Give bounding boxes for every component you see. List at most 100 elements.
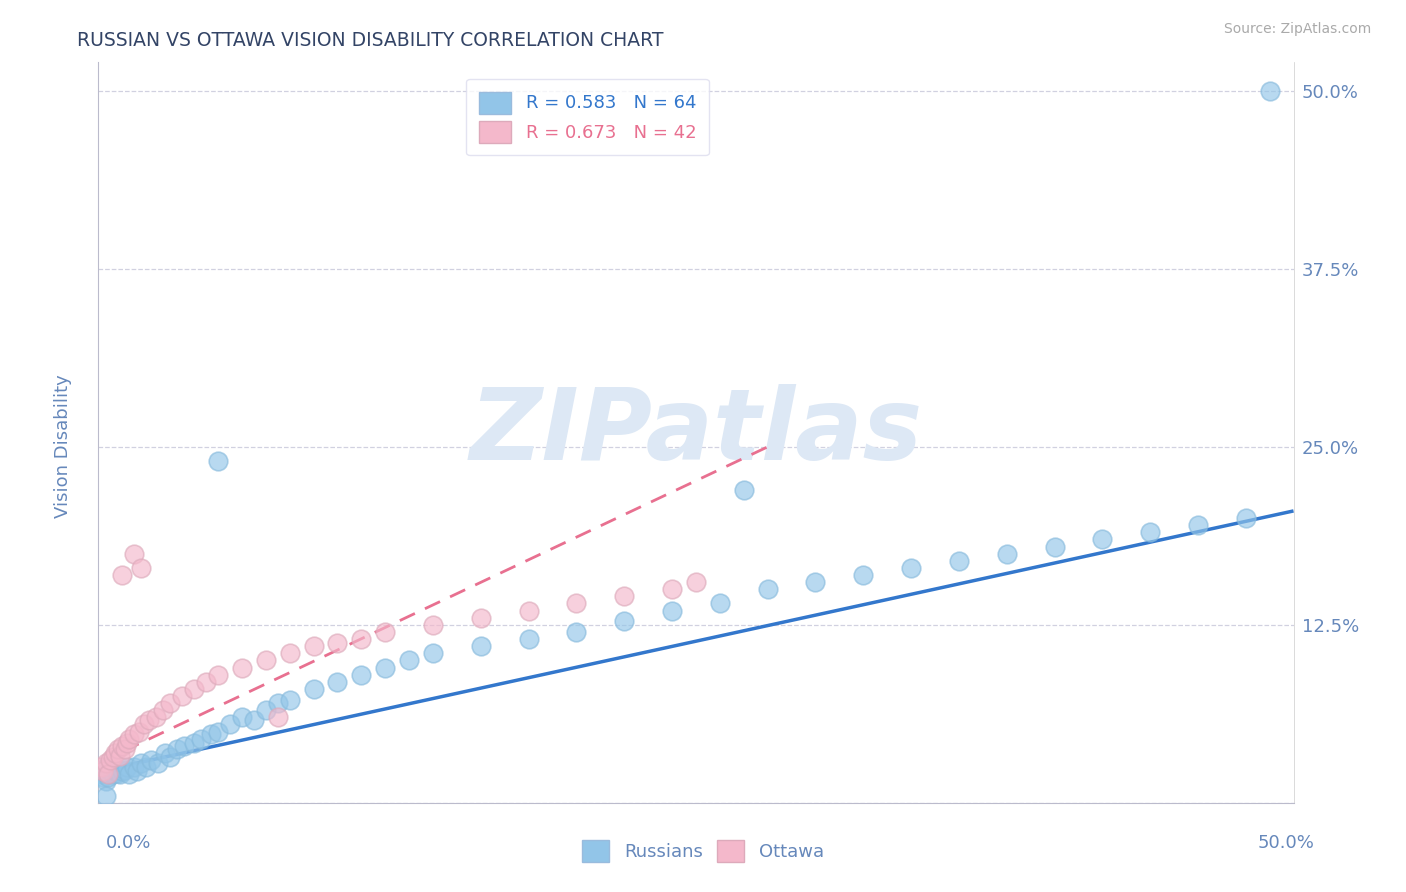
Point [756,582,779,597]
Point [111,739,134,753]
Point [152,703,174,717]
Point [128,724,150,739]
Point [183,681,205,696]
Point [159,696,181,710]
Point [118,731,141,746]
Point [183,736,205,750]
Point [107,741,129,756]
Point [94,756,117,770]
Point [1091,533,1114,547]
Point [200,727,222,741]
Point [90,760,112,774]
Point [302,639,325,653]
Point [374,660,396,674]
Point [517,604,540,618]
Point [98,764,122,779]
Point [108,767,131,781]
Point [207,667,229,681]
Point [124,760,146,774]
Point [350,632,373,646]
Point [661,604,683,618]
Point [114,741,136,756]
Point [94,760,117,774]
Point [995,547,1018,561]
Point [166,741,188,756]
Point [219,717,242,731]
Text: Source: ZipAtlas.com: Source: ZipAtlas.com [1223,22,1371,37]
Point [172,689,194,703]
Point [101,767,124,781]
Point [267,710,290,724]
Point [565,597,588,611]
Point [98,760,122,774]
Point [231,710,253,724]
Point [278,646,301,660]
Point [1258,84,1281,98]
Point [145,710,167,724]
Point [90,767,112,781]
Point [138,713,160,727]
Point [190,731,212,746]
Point [685,575,707,590]
Point [173,739,195,753]
Point [1043,540,1066,554]
Point [135,760,157,774]
Point [97,767,120,781]
Point [124,547,146,561]
Point [91,764,114,779]
Point [125,764,148,779]
Point [470,610,492,624]
Point [231,660,253,674]
Point [709,597,731,611]
Point [374,624,396,639]
Point [517,632,540,646]
Point [108,748,131,763]
Point [115,760,138,774]
Point [254,653,277,667]
Point [613,614,636,628]
Point [852,568,875,582]
Point [159,750,181,764]
Point [107,765,129,780]
Point [139,753,162,767]
Point [326,636,349,650]
Point [350,667,373,681]
Point [1234,511,1257,525]
Point [398,653,420,667]
Text: Vision Disability: Vision Disability [55,374,72,518]
Point [104,746,127,760]
Point [131,561,153,575]
Point [422,646,444,660]
Legend: Russians, Ottawa: Russians, Ottawa [575,833,831,870]
Point [1187,518,1209,533]
Point [254,703,277,717]
Point [207,724,229,739]
Point [278,693,301,707]
Point [155,746,177,760]
Text: 50.0%: 50.0% [1258,834,1315,852]
Point [661,582,683,597]
Point [267,696,290,710]
Point [94,774,117,789]
Point [131,756,153,770]
Point [114,763,136,777]
Point [613,590,636,604]
Point [91,764,114,779]
Point [115,736,138,750]
Point [111,568,134,582]
Point [97,767,120,781]
Point [326,674,349,689]
Point [148,756,170,770]
Point [94,789,117,803]
Point [948,554,970,568]
Point [124,727,146,741]
Point [118,767,141,781]
Point [302,681,325,696]
Point [97,770,120,784]
Point [470,639,492,653]
Point [804,575,827,590]
Legend: R = 0.583   N = 64, R = 0.673   N = 42: R = 0.583 N = 64, R = 0.673 N = 42 [465,78,709,155]
Point [91,770,114,784]
Text: RUSSIAN VS OTTAWA VISION DISABILITY CORRELATION CHART: RUSSIAN VS OTTAWA VISION DISABILITY CORR… [77,31,664,50]
Point [243,713,266,727]
